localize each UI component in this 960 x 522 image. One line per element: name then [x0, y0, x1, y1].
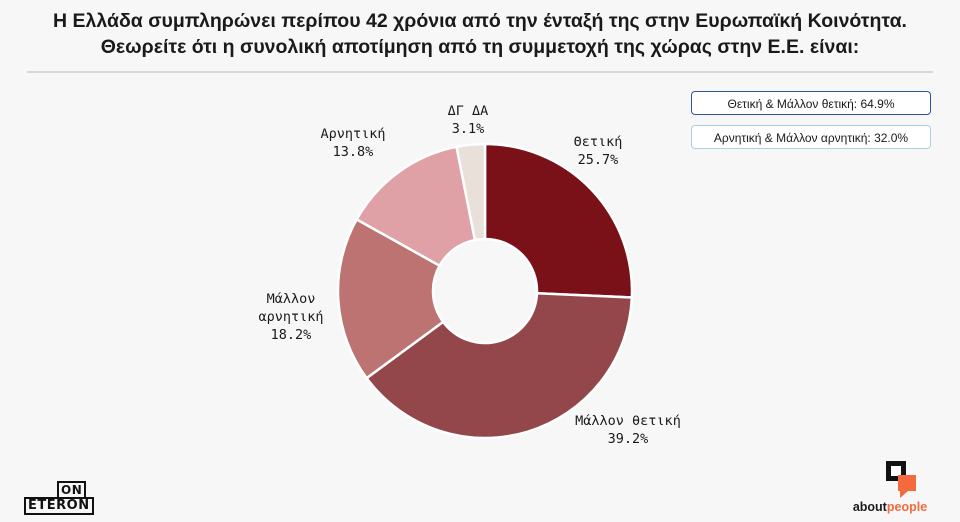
- logo-people-text: people: [886, 500, 928, 514]
- donut-slice: [336, 217, 445, 380]
- chart-title: Η Ελλάδα συμπληρώνει περίπου 42 χρόνια α…: [0, 8, 960, 60]
- slice-label: ΔΓ ΔΑ 3.1%: [448, 103, 489, 137]
- slice-label: Μάλλον θετική 39.2%: [575, 413, 681, 447]
- title-line-1: Η Ελλάδα συμπληρώνει περίπου 42 χρόνια α…: [53, 10, 907, 32]
- donut-slice: [354, 145, 477, 268]
- title-divider: [27, 71, 933, 73]
- aboutpeople-icon: [886, 461, 916, 498]
- donut-slice: [455, 142, 487, 242]
- slice-label: Θετική 25.7%: [574, 134, 623, 168]
- slice-label: Μάλλον αρνητική 18.2%: [258, 291, 323, 343]
- donut-slice: [483, 142, 634, 299]
- legend-positive: Θετική & Μάλλον θετική: 64.9%: [691, 91, 931, 115]
- legend-negative: Αρνητική & Μάλλον αρνητική: 32.0%: [691, 125, 931, 149]
- slice-label: Αρνητική 13.8%: [320, 126, 385, 160]
- aboutpeople-wordmark: aboutpeople: [840, 500, 940, 514]
- title-line-2: Θεωρείτε ότι η συνολική αποτίμηση από τη…: [100, 36, 860, 58]
- logo-about-text: about: [852, 500, 887, 514]
- aboutpeople-logo: aboutpeople: [840, 458, 940, 518]
- logo-eteron-text: ETERON: [24, 497, 94, 515]
